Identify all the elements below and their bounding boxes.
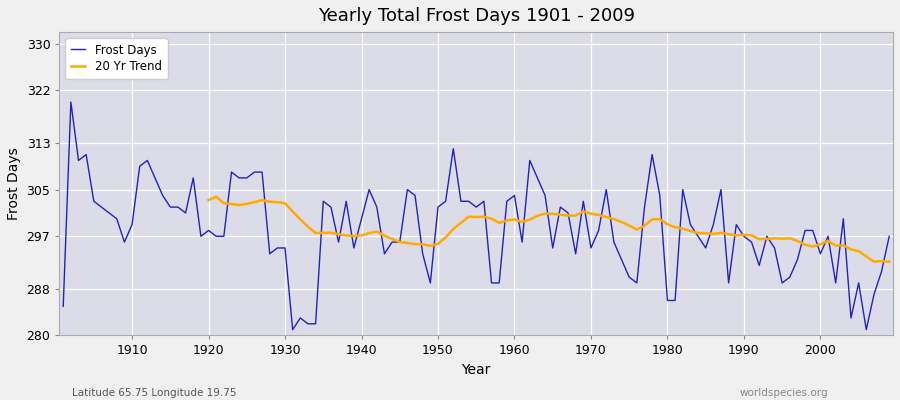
20 Yr Trend <box>333 232 344 237</box>
Frost Days <box>517 240 527 244</box>
Frost Days <box>287 327 298 332</box>
Frost Days <box>525 158 535 163</box>
Frost Days <box>348 246 359 250</box>
Frost Days <box>66 100 77 104</box>
20 Yr Trend <box>287 209 298 214</box>
20 Yr Trend <box>501 218 512 223</box>
Line: 20 Yr Trend: 20 Yr Trend <box>209 197 889 262</box>
20 Yr Trend <box>884 259 895 264</box>
Frost Days <box>127 222 138 227</box>
20 Yr Trend <box>601 215 612 220</box>
Frost Days <box>58 304 68 309</box>
Frost Days <box>884 234 895 239</box>
X-axis label: Year: Year <box>462 363 490 377</box>
20 Yr Trend <box>509 217 520 222</box>
Legend: Frost Days, 20 Yr Trend: Frost Days, 20 Yr Trend <box>66 38 167 79</box>
Y-axis label: Frost Days: Frost Days <box>7 147 21 220</box>
Title: Yearly Total Frost Days 1901 - 2009: Yearly Total Frost Days 1901 - 2009 <box>318 7 634 25</box>
Frost Days <box>616 257 627 262</box>
Text: worldspecies.org: worldspecies.org <box>740 388 828 398</box>
Frost Days <box>302 322 313 326</box>
Line: Frost Days: Frost Days <box>63 102 889 330</box>
Text: Latitude 65.75 Longitude 19.75: Latitude 65.75 Longitude 19.75 <box>72 388 237 398</box>
